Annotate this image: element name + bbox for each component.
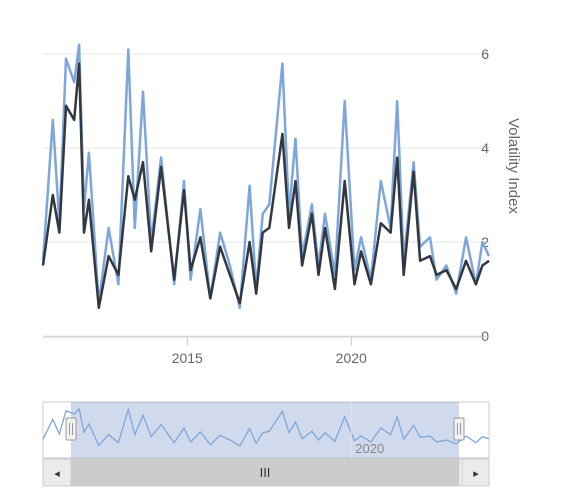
y-tick-label: 6 — [481, 46, 489, 62]
scrollbar[interactable]: III ◂ ▸ — [42, 458, 490, 487]
handle-body[interactable] — [453, 417, 465, 441]
y-tick-label: 2 — [481, 234, 489, 250]
scrollbar-right-button[interactable] — [461, 458, 490, 487]
scrollbar-left-button[interactable] — [42, 458, 72, 487]
navigator-series-line — [42, 406, 490, 447]
x-tick-label: 2020 — [336, 350, 367, 366]
scrollbar-thumb[interactable] — [70, 458, 460, 487]
scrollbar-grip-icon[interactable]: III — [260, 465, 271, 480]
y-tick-label: 0 — [481, 328, 489, 344]
navigator[interactable]: 2020 — [42, 401, 490, 459]
scroll-left-arrow-icon[interactable]: ◂ — [54, 467, 60, 480]
series-group — [41, 43, 491, 310]
series-line-2 — [41, 62, 490, 310]
navigator-ticks: 2020 — [350, 402, 384, 458]
x-axis-ticks: 2015 2020 — [172, 337, 367, 366]
y-tick-label: 4 — [481, 140, 489, 156]
navigator-tick-label: 2020 — [355, 441, 384, 456]
scroll-right-arrow-icon[interactable]: ▸ — [473, 467, 479, 480]
navigator-handle-left[interactable] — [65, 417, 77, 441]
navigator-selection-mask[interactable] — [71, 402, 459, 458]
navigator-handle-right[interactable] — [453, 417, 465, 441]
series-line-1 — [41, 43, 491, 310]
gridlines — [43, 53, 489, 337]
y-axis-ticks: 0 2 4 6 — [481, 46, 489, 344]
navigator-frame — [42, 401, 490, 459]
handle-body[interactable] — [65, 417, 77, 441]
x-tick-label: 2015 — [172, 350, 203, 366]
y-axis-title: Volatility Index — [505, 118, 522, 214]
